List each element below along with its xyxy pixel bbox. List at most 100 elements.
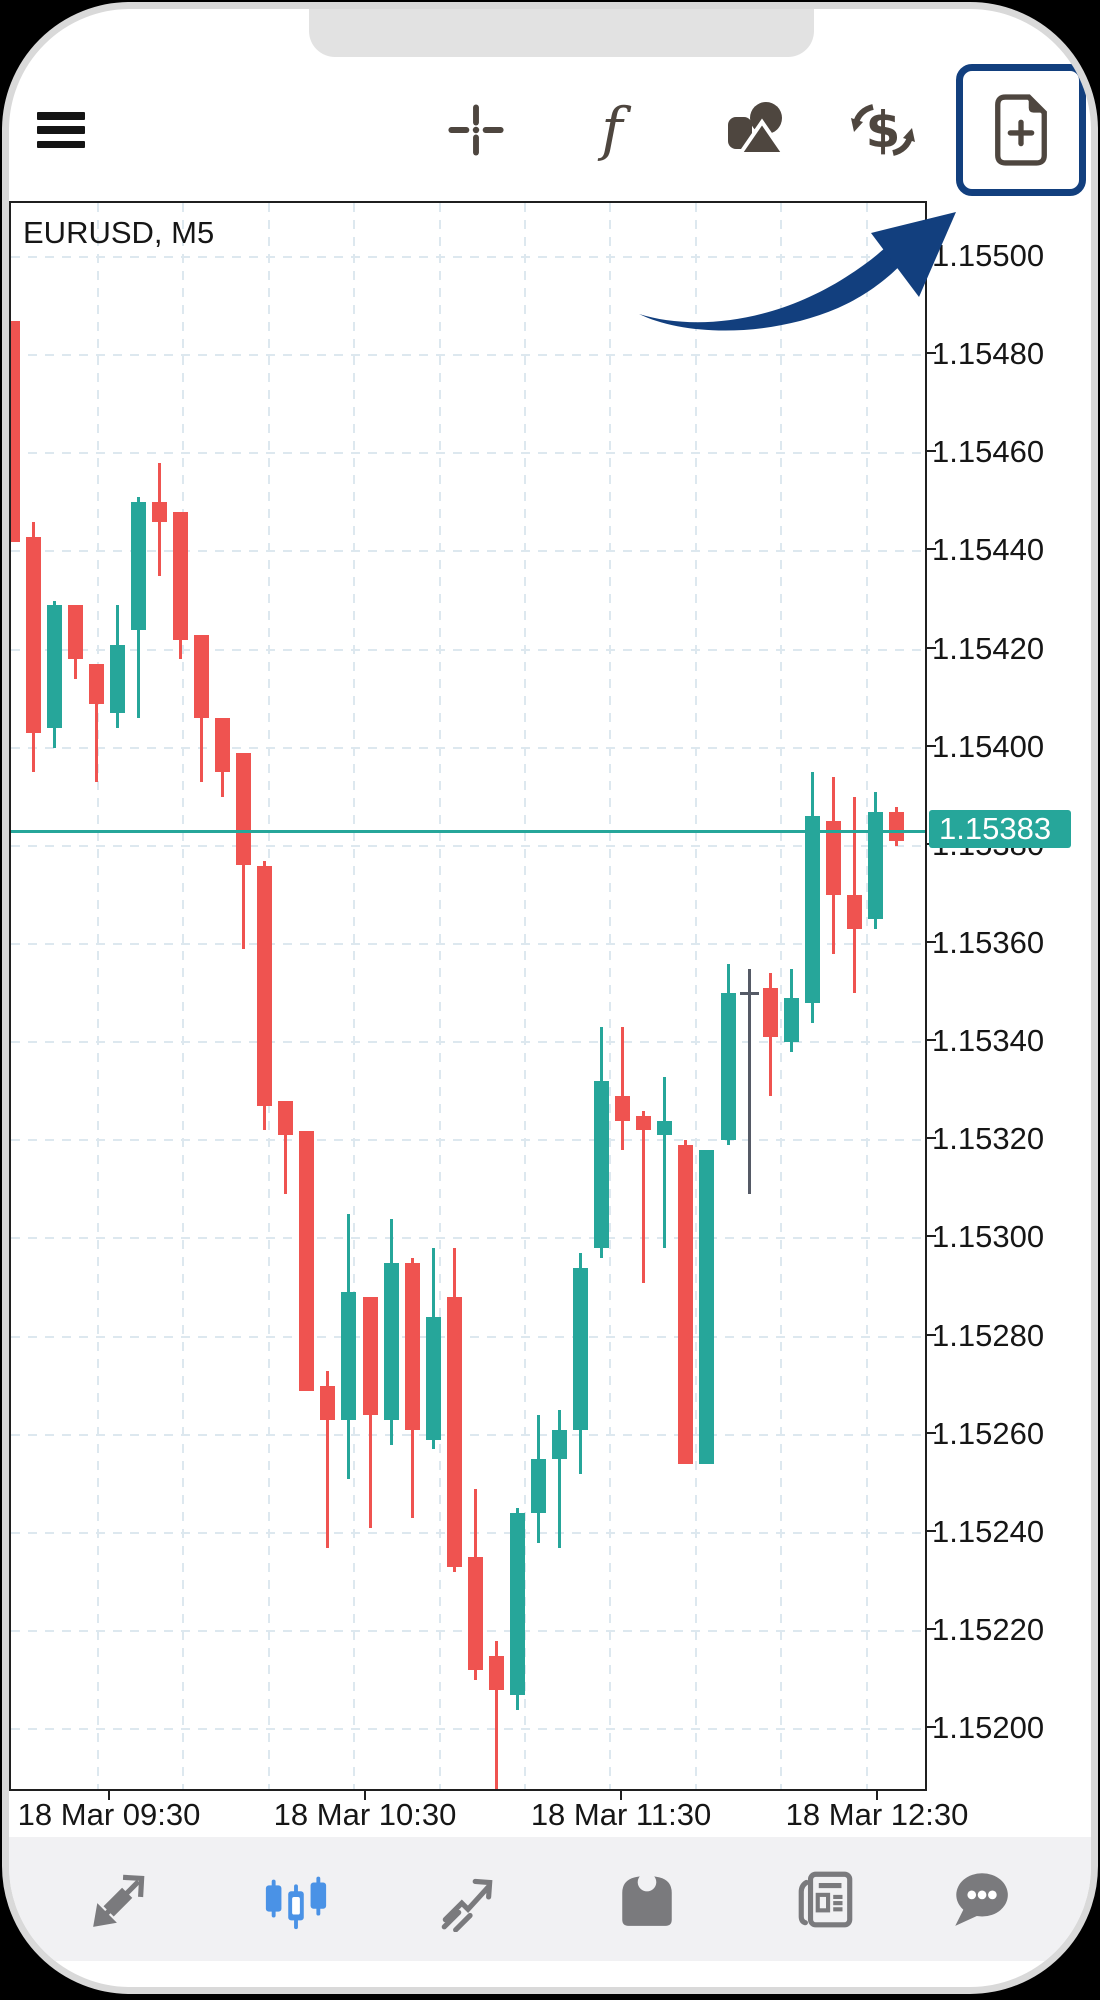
menu-button[interactable] [37,112,85,148]
price-tick-label: 1.15340 [932,1023,1045,1059]
gridline-h [11,1237,925,1240]
candle [762,988,778,1038]
price-tick-mark [927,548,936,551]
time-tick-mark [108,1791,110,1800]
gridline-v [866,203,868,1789]
gridline-h [11,844,925,847]
candle [804,816,820,1003]
candle-wick [326,1370,330,1548]
candle-wick [558,1410,562,1548]
candle [594,1081,610,1249]
price-tick-label: 1.15360 [932,925,1045,961]
candle-wick [621,1027,625,1151]
gridline-h [11,1139,925,1142]
price-tick-mark [927,1628,936,1631]
nav-item-trade[interactable] [434,1865,502,1933]
candle [825,821,841,895]
gridline-h [11,1728,925,1731]
objects-button[interactable] [722,97,786,161]
candle [194,634,210,719]
nav-item-charts[interactable] [262,1865,330,1933]
nav-item-messages[interactable] [946,1865,1014,1933]
gridline-v [353,203,355,1789]
svg-text:$: $ [866,101,901,159]
candle [67,605,83,660]
gridline-h [11,1531,925,1534]
price-tick-mark [927,1726,936,1729]
price-tick-mark [927,941,936,944]
candle [46,605,62,729]
time-tick-mark [364,1791,366,1800]
candle [720,993,736,1141]
currency-exchange-icon: $ [851,101,915,159]
gridline-h [11,255,925,258]
quotes-icon [93,1874,145,1927]
price-tick-mark [927,450,936,453]
price-tick-label: 1.15440 [932,532,1045,568]
time-tick-label: 18 Mar 10:30 [273,1797,457,1832]
nav-item-news[interactable] [792,1865,860,1933]
price-tick-mark [927,352,936,355]
price-tick-label: 1.15300 [932,1219,1045,1255]
candle [889,811,905,841]
bottom-navbar [9,1837,1091,1961]
trade-icon [441,1878,493,1932]
phone-notch [309,9,814,57]
currency-button[interactable]: $ [851,98,915,162]
gridline-v [695,203,697,1789]
candle [257,865,273,1106]
candle [846,894,862,930]
candle [404,1263,420,1430]
candle [362,1297,378,1416]
candle [278,1101,294,1136]
candle [552,1429,568,1460]
current-price-badge: 1.15383 [929,810,1071,849]
price-tick-mark [927,1333,936,1336]
candle [699,1150,715,1465]
history-icon [622,1876,672,1926]
nav-item-history[interactable] [613,1865,681,1933]
chart-plot[interactable] [9,201,927,1791]
price-tick-label: 1.15500 [932,237,1045,273]
gridline-h [11,550,925,553]
candle [109,644,125,714]
candle-wick [284,1101,288,1195]
candle [678,1145,694,1465]
candle [657,1120,673,1136]
candle-wick [494,1640,498,1789]
candle [573,1267,589,1430]
gridline-v [439,203,441,1789]
gridline-h [11,746,925,749]
indicators-button[interactable]: f [580,97,644,161]
candle [739,991,759,995]
time-tick-label: 18 Mar 11:30 [530,1797,712,1832]
candle [531,1459,546,1514]
gridline-v [524,203,526,1789]
price-tick-label: 1.15320 [932,1121,1045,1157]
candle [151,502,167,522]
new-order-button[interactable] [956,64,1086,196]
nav-item-quotes[interactable] [87,1865,155,1933]
time-tick-mark [620,1791,622,1800]
new-order-icon [995,94,1047,166]
candle [488,1655,504,1690]
price-tick-mark [927,1529,936,1532]
candle [11,320,20,542]
candle [509,1513,525,1695]
price-tick-label: 1.15200 [932,1710,1045,1746]
news-icon [798,1871,853,1928]
messages-icon [955,1873,1008,1926]
candle-wick [663,1076,667,1249]
gridline-v [609,203,611,1789]
crosshair-button[interactable] [444,98,508,162]
crosshair-icon [448,104,504,156]
candle [299,1130,315,1391]
symbol-timeframe-label: EURUSD, M5 [23,215,215,250]
price-tick-mark [927,646,936,649]
gridline-h [11,354,925,357]
price-tick-label: 1.15220 [932,1612,1045,1648]
candle [25,536,41,733]
gridline-h [11,1433,925,1436]
price-tick-mark [927,1137,936,1140]
candle [172,512,188,640]
